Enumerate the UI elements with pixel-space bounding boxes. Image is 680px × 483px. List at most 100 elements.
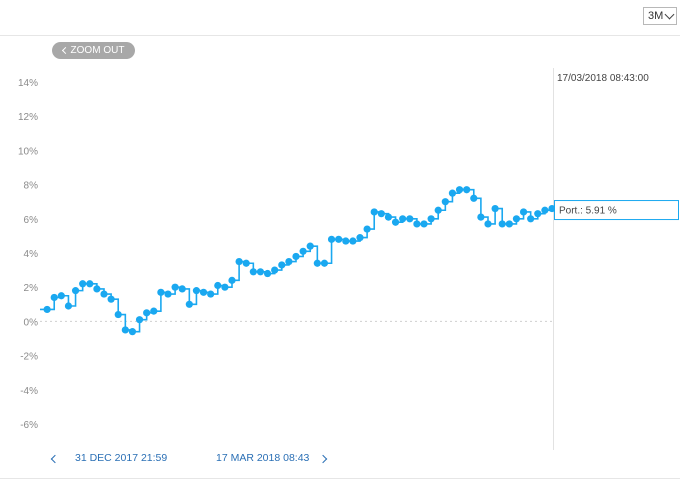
y-tick-label: 10% <box>18 146 38 157</box>
data-point <box>57 292 65 300</box>
data-point <box>306 242 314 250</box>
data-point <box>512 215 521 223</box>
data-point <box>256 268 265 276</box>
data-point <box>541 206 549 214</box>
data-point <box>498 220 506 228</box>
zoom-out-button[interactable]: ZOOM OUT <box>52 42 135 59</box>
y-tick-label: -4% <box>20 386 38 397</box>
data-point <box>384 213 393 221</box>
data-point <box>335 235 343 243</box>
data-point <box>285 257 293 266</box>
data-point <box>199 288 208 296</box>
data-point <box>406 215 414 223</box>
data-point <box>93 285 101 293</box>
data-point <box>207 290 215 298</box>
y-tick-label: 14% <box>18 78 38 89</box>
data-point <box>363 225 371 233</box>
data-point <box>107 295 115 303</box>
data-point <box>128 328 137 336</box>
data-point <box>420 220 428 228</box>
data-point <box>427 215 435 223</box>
data-point <box>519 208 528 216</box>
tooltip-date: 17/03/2018 08:43:00 <box>557 73 649 84</box>
data-point <box>121 326 129 334</box>
data-point <box>548 204 556 213</box>
data-point <box>470 194 478 202</box>
data-point <box>100 290 108 298</box>
data-point <box>221 283 229 291</box>
data-point <box>235 257 243 266</box>
data-point <box>185 300 193 308</box>
data-point <box>278 261 286 269</box>
range-selector-value: 3M <box>648 10 664 22</box>
navigator-start-date: 31 DEC 2017 21:59 <box>75 452 168 464</box>
data-point <box>263 269 272 278</box>
data-point <box>356 234 364 242</box>
data-point <box>157 288 165 296</box>
data-point <box>505 220 513 228</box>
data-point <box>214 281 222 290</box>
tooltip-box <box>554 200 679 221</box>
data-point <box>50 293 58 302</box>
data-point <box>463 186 471 194</box>
y-tick-label: -2% <box>20 352 38 363</box>
navigator-bar: 31 DEC 2017 21:59 17 MAR 2018 08:43 <box>0 452 680 474</box>
data-point <box>292 252 300 261</box>
zoom-out-label: ZOOM OUT <box>70 45 125 56</box>
data-point <box>242 259 250 267</box>
data-point <box>171 283 179 291</box>
chevron-left-icon <box>61 46 69 55</box>
data-point <box>349 237 357 245</box>
data-point <box>86 280 94 288</box>
footer-divider <box>0 478 680 479</box>
data-point <box>370 208 378 216</box>
data-point <box>135 316 144 324</box>
data-point <box>228 276 236 284</box>
data-point <box>150 307 158 315</box>
y-tick-label: -6% <box>20 420 38 431</box>
y-tick-label: 0% <box>24 317 39 328</box>
top-toolbar: 3M <box>0 0 680 36</box>
data-point <box>399 215 407 223</box>
data-point <box>178 285 186 293</box>
data-point <box>448 189 457 197</box>
data-point <box>71 287 80 295</box>
data-point <box>441 198 449 206</box>
data-point <box>534 210 542 218</box>
data-point <box>484 220 492 228</box>
data-point <box>114 310 122 319</box>
data-point <box>527 215 535 223</box>
data-point <box>143 309 151 317</box>
data-point <box>320 259 329 267</box>
next-period-icon[interactable] <box>318 454 328 464</box>
line-chart: 14% 12% 10% 8% 6% 4% 2% 0% -2% -4% -6% 17/03/2018 0… <box>18 68 679 450</box>
navigator-end-date: 17 MAR 2018 08:43 <box>216 452 310 464</box>
range-selector[interactable]: 3M <box>643 7 677 25</box>
data-point <box>299 247 307 255</box>
data-point <box>271 266 279 274</box>
data-point <box>192 287 201 295</box>
data-point <box>491 204 499 213</box>
data-point <box>327 235 336 243</box>
y-tick-label: 2% <box>24 283 39 294</box>
data-point <box>249 268 257 276</box>
data-point <box>64 302 73 310</box>
data-point <box>477 213 485 221</box>
data-point <box>43 305 51 314</box>
data-point <box>391 218 400 226</box>
y-tick-label: 6% <box>24 215 39 226</box>
data-point <box>455 186 464 194</box>
data-point <box>434 206 442 214</box>
data-point <box>164 290 172 298</box>
data-point <box>79 280 87 288</box>
y-tick-label: 8% <box>24 181 39 192</box>
y-tick-label: 12% <box>18 112 38 123</box>
data-point <box>313 259 321 267</box>
previous-period-icon[interactable] <box>50 454 60 464</box>
series-line <box>40 188 553 333</box>
y-tick-label: 4% <box>24 249 39 260</box>
data-point <box>413 220 421 228</box>
tooltip-label: Port.: 5.91 % <box>559 206 617 217</box>
data-point <box>377 210 385 218</box>
data-point <box>342 237 350 245</box>
